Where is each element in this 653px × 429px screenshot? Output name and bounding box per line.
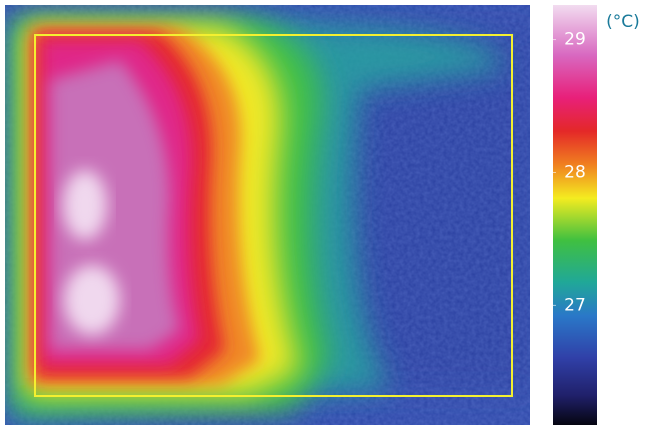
- thermal-view: (°C) 27 28 29: [0, 0, 653, 429]
- thermal-image: [5, 5, 530, 425]
- tick-label: 27: [564, 295, 586, 315]
- unit-label: (°C): [606, 12, 640, 32]
- tick-label: 28: [564, 162, 586, 182]
- colorbar: [553, 5, 597, 425]
- tick-label: 29: [564, 30, 586, 50]
